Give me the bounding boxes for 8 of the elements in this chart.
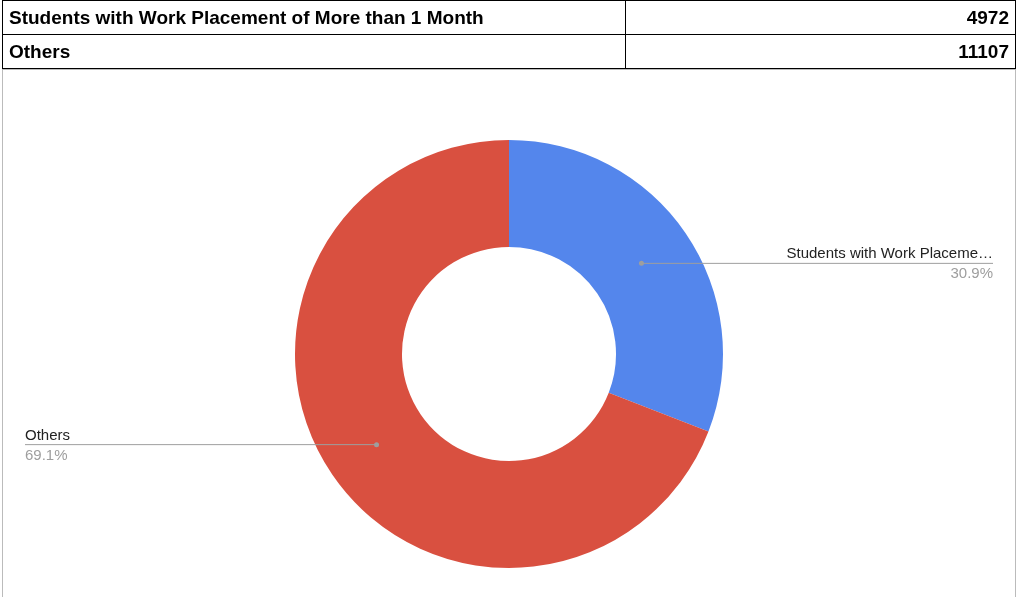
data-label: 11107 xyxy=(625,34,1016,69)
category-label: Students with Work Placement of More than 1 Month xyxy=(2,0,626,35)
data-label: 4972 xyxy=(625,0,1016,35)
data-label: 69.1% xyxy=(25,445,68,463)
slice-label: Students with Work Placeme… xyxy=(786,244,993,262)
slice-label: Others xyxy=(25,425,71,443)
data-label: 30.9% xyxy=(950,264,993,282)
category-label: Others xyxy=(2,34,626,69)
